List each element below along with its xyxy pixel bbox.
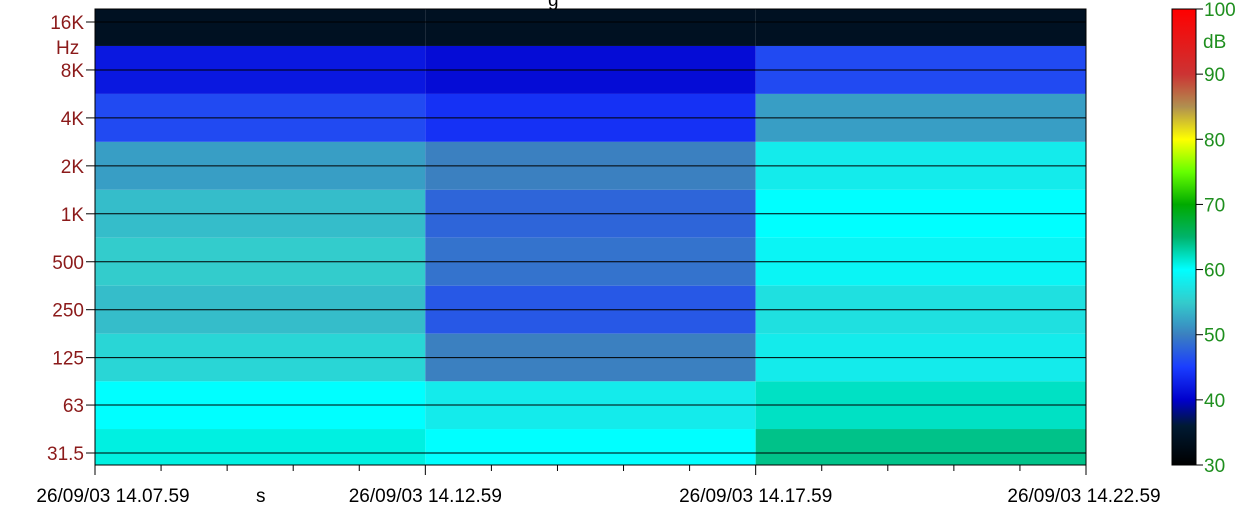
chart-title: g bbox=[548, 0, 559, 11]
y-tick-label: 1K bbox=[61, 205, 85, 226]
y-tick-label: 63 bbox=[63, 396, 84, 417]
y-tick-label: 500 bbox=[52, 253, 84, 274]
colorbar-tick-label: 30 bbox=[1204, 456, 1225, 477]
colorbar-tick-label: 100 bbox=[1204, 0, 1236, 21]
x-axis: 26/09/03 14.07.59 26/09/03 14.12.59 26/09/… bbox=[36, 465, 1161, 507]
y-tick-label: 31.5 bbox=[47, 444, 84, 465]
grid-lines bbox=[95, 21, 1086, 454]
y-tick-label: 8K bbox=[61, 61, 85, 82]
y-unit-label: Hz bbox=[56, 38, 79, 59]
heatmap-cell bbox=[95, 9, 426, 46]
x-tick-label: 26/09/03 14.12.59 bbox=[349, 486, 502, 507]
plot-frame bbox=[94, 8, 1087, 466]
colorbar-unit-label: dB bbox=[1203, 32, 1226, 53]
heatmap-cell bbox=[755, 429, 1086, 465]
colorbar-ticks: 100 90 80 70 60 50 40 30 bbox=[1196, 0, 1236, 477]
heatmap-cell bbox=[425, 429, 756, 465]
colorbar bbox=[1171, 8, 1197, 466]
heatmap-cell bbox=[95, 429, 426, 465]
x-minor-label: s bbox=[256, 486, 266, 507]
colorbar-tick-label: 80 bbox=[1204, 130, 1225, 151]
y-tick-label: 4K bbox=[61, 109, 85, 130]
y-tick-label: 250 bbox=[52, 301, 84, 322]
colorbar-tick-label: 60 bbox=[1204, 261, 1225, 282]
heatmap-cell bbox=[755, 9, 1086, 46]
heatmap-cell bbox=[425, 9, 756, 46]
y-tick-label: 125 bbox=[52, 349, 84, 370]
x-tick-label: 26/09/03 14.17.59 bbox=[679, 486, 832, 507]
heatmap-area bbox=[95, 9, 1086, 465]
x-tick-label: 26/09/03 14.22.59 bbox=[1007, 486, 1160, 507]
y-tick-label: 16K bbox=[50, 13, 84, 34]
y-axis: 16K 8K 4K 2K 1K 500 250 125 63 31.5 bbox=[47, 13, 95, 465]
colorbar-tick-label: 40 bbox=[1204, 391, 1225, 412]
y-tick-label: 2K bbox=[61, 157, 85, 178]
colorbar-tick-label: 50 bbox=[1204, 326, 1225, 347]
x-tick-label: 26/09/03 14.07.59 bbox=[36, 486, 189, 507]
colorbar-tick-label: 70 bbox=[1204, 195, 1225, 216]
colorbar-tick-label: 90 bbox=[1204, 65, 1225, 86]
